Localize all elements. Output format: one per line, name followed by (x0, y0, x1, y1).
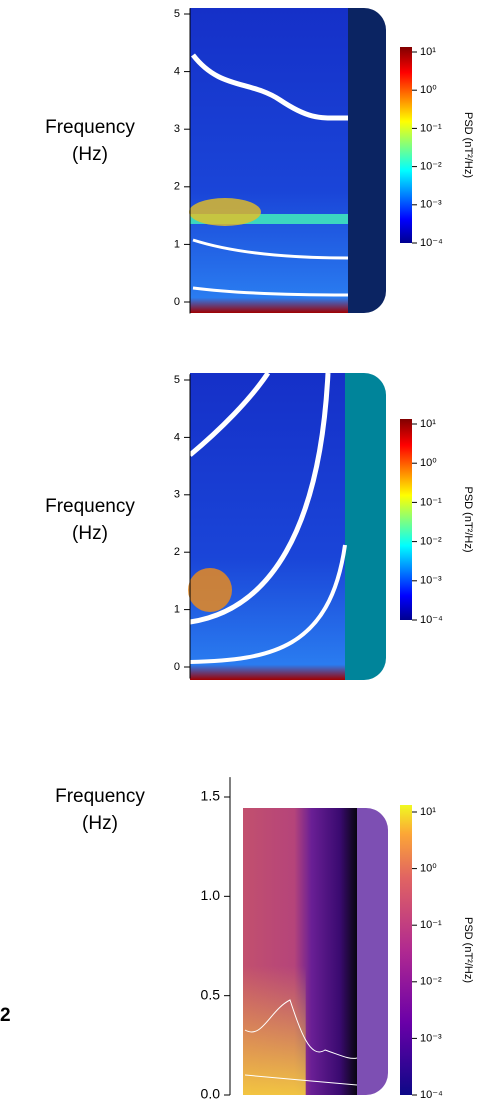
colorbar-tick-label: 10⁰ (420, 457, 437, 469)
colorbar-tick-label: 10¹ (420, 418, 436, 430)
curve (189, 372, 331, 625)
spectrogram-shade (243, 965, 306, 1095)
y-axis-label: Frequency (55, 786, 145, 807)
curve (244, 999, 358, 1059)
y-tick-label: 1.5 (201, 788, 221, 804)
y-tick-label: 0 (174, 661, 180, 673)
curve (192, 286, 349, 297)
colorbar-tick-label: 10⁻² (420, 976, 442, 988)
spectrogram (190, 8, 348, 313)
y-tick-label: 5 (174, 8, 180, 20)
curve (244, 1074, 358, 1086)
y-tick-label: 1.0 (201, 887, 221, 903)
y-tick-label: 4 (174, 66, 180, 78)
curve (192, 238, 349, 260)
colorbar-tick-label: 10⁻¹ (420, 496, 442, 508)
accent-tab (355, 808, 388, 1095)
colorbar-tick-label: 10⁰ (420, 863, 437, 875)
accent-tab (346, 8, 386, 313)
colorbar-label: PSD (nT²/Hz) (462, 917, 474, 983)
y-axis-label: (Hz) (72, 523, 108, 544)
spectrogram-band (190, 214, 348, 224)
colorbar-tick-label: 10¹ (420, 46, 436, 58)
y-tick-label: 0.0 (201, 1086, 221, 1102)
spectrogram (190, 373, 345, 680)
panel: 0.0 0.5 1.0 1.5 Frequency (Hz) 2 10¹ 10⁰ 10⁻¹ 10⁻²… (0, 777, 474, 1102)
colorbar-tick-label: 10⁻² (420, 536, 442, 548)
y-tick-label: 0.5 (201, 986, 221, 1002)
accent-tab (343, 373, 386, 680)
y-tick-label: 1 (174, 604, 180, 616)
y-tick-label: 4 (174, 431, 180, 443)
colorbar-tick-label: 10⁻¹ (420, 122, 442, 134)
colorbar-tick-label: 10⁻³ (420, 199, 442, 211)
colorbar (400, 47, 412, 243)
spectrogram-blob (189, 198, 261, 226)
y-tick-label: 2 (174, 181, 180, 193)
colorbar (400, 805, 412, 1095)
panel: 0 1 2 3 4 5 Frequency (Hz) 10¹ 10⁰ 10⁻¹ 10⁻² 10⁻³ 10⁻… (45, 371, 474, 680)
y-tick-label: 2 (174, 546, 180, 558)
curve (191, 53, 349, 121)
spectrogram-blob (188, 568, 232, 612)
colorbar-label: PSD (nT²/Hz) (462, 112, 474, 178)
curve (188, 371, 271, 457)
y-axis-label: Frequency (45, 496, 135, 517)
colorbar-tick-label: 10⁻³ (420, 575, 442, 587)
y-tick-label: 3 (174, 489, 180, 501)
colorbar-tick-label: 10¹ (420, 806, 436, 818)
y-axis-label: (Hz) (72, 144, 108, 165)
colorbar-label: PSD (nT²/Hz) (462, 487, 474, 553)
colorbar-tick-label: 10⁻⁴ (420, 237, 443, 249)
colorbar-tick-label: 10⁻¹ (420, 919, 442, 931)
y-axis-label: Frequency (45, 117, 135, 138)
colorbar-tick-label: 10⁻⁴ (420, 614, 443, 626)
y-tick-label: 1 (174, 238, 180, 250)
colorbar (400, 419, 412, 620)
y-axis-label: (Hz) (82, 813, 118, 834)
colorbar-tick-label: 10⁰ (420, 84, 437, 96)
colorbar-tick-label: 10⁻² (420, 161, 442, 173)
panel: 0 1 2 3 4 5 Frequency (Hz) 10¹ 10⁰ 10⁻¹ 10⁻² 10⁻³ 10⁻… (45, 8, 474, 314)
colorbar-tick-label: 10⁻³ (420, 1032, 442, 1044)
y-tick-label: 3 (174, 123, 180, 135)
panel-label: 2 (0, 1005, 11, 1026)
y-tick-label: 0 (174, 296, 180, 308)
curve (189, 544, 347, 664)
y-tick-label: 5 (174, 374, 180, 386)
colorbar-tick-label: 10⁻⁴ (420, 1089, 443, 1101)
